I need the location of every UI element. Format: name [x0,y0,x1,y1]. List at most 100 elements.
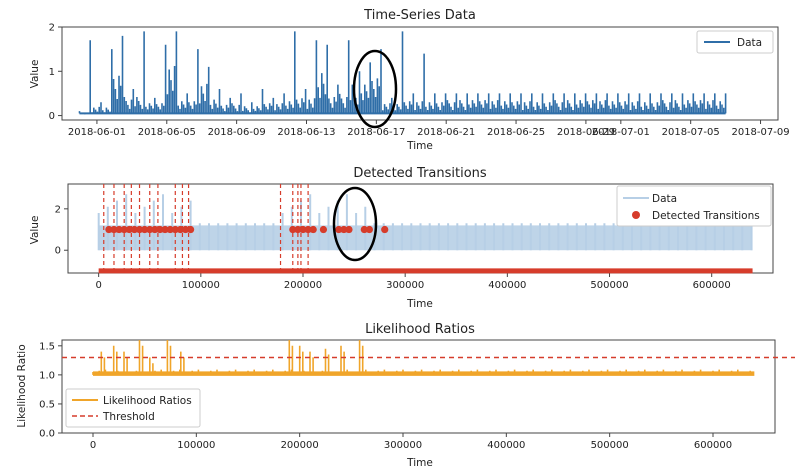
likelihood-ratios-panel: Likelihood Ratios Likelihood Ratio Time … [16,322,795,469]
ytick-label-3: 0.5 [39,399,55,410]
xtick-label-2: 200000 [284,280,322,291]
legend-2: Data Detected Transitions [616,185,772,227]
transition-point [181,225,190,234]
transition-point [187,225,195,234]
detected-transitions-panel: Detected Transitions Value Time 02 0 1000… [29,166,774,310]
ytick-label-1: 2 [49,23,55,34]
ytick-label-1: 1 [49,67,55,78]
transition-point [319,225,328,234]
legend-box-2 [616,185,772,227]
xtick-label-2: 600000 [693,280,731,291]
legend-label-threshold: Threshold [102,411,155,423]
transition-point [151,225,159,234]
plot-frame-1 [61,26,779,121]
xtick-label-1: 2018-06-01 [68,127,126,138]
transition-point [156,225,164,234]
ytick-label-2: 2 [55,204,61,215]
legend-marker-transitions [632,211,640,219]
legend-3: Likelihood Ratios Threshold [65,388,201,428]
annotation-ellipse-2 [332,186,378,262]
xticks-3: 0 100000 200000 300000 400000 500000 600000 [90,433,732,451]
ylabel-1: Value [29,60,41,89]
xtick-label-1: 2018-06-17 [347,127,405,138]
legend-label-data-1: Data [737,37,762,49]
xtick-label-2: 300000 [386,280,424,291]
xtick-label-1: 2018-06-09 [208,127,266,138]
xtick-label-3: 400000 [487,440,525,451]
transition-point [294,225,302,234]
transition-point [176,225,184,234]
legend-1: Data [696,30,774,54]
transition-point [120,225,128,234]
xlabel-2: Time [406,298,433,310]
xlabel-3: Time [406,457,433,469]
annotation-ellipse-1 [352,49,398,129]
xtick-label-2: 0 [95,280,101,291]
transition-point [110,225,118,234]
chart-title-transitions: Detected Transitions [353,166,487,181]
legend-box-1 [696,30,774,54]
transition-point [365,225,374,234]
yticks-3: 0.0 0.5 1.0 1.5 [39,341,62,440]
xtick-label-3: 100000 [177,440,215,451]
transition-point [166,225,174,234]
xtick-label-2: 100000 [182,280,220,291]
transition-point [309,225,317,234]
transition-point [130,225,139,234]
xticks-2: 0 100000 200000 300000 400000 500000 600000 [95,273,731,291]
transition-point [289,225,297,234]
xtick-label-1: 2018-06-05 [138,127,196,138]
legend-label-data-2: Data [652,193,677,205]
transition-point [299,225,307,234]
transition-point [125,225,133,234]
plot-frame-3 [61,339,776,434]
transition-point [105,225,113,234]
transition-point [335,225,343,234]
xtick-label-1: 2018-07-01 [592,127,650,138]
series-line-data [78,31,727,115]
likelihood-line [92,340,751,375]
transition-point [381,225,389,234]
transition-point [161,225,169,234]
yticks-1: 0 1 2 [49,23,62,122]
legend-box-3 [65,388,201,428]
series-data-2 [97,194,753,274]
xtick-label-1: 2018-06-13 [277,127,335,138]
yticks-2: 02 [55,204,68,257]
xtick-label-2: 500000 [590,280,628,291]
series-data-1 [78,31,727,115]
transition-point [345,225,353,234]
xtick-label-3: 0 [90,440,96,451]
xtick-label-1: 2018-06-29 [557,127,615,138]
xtick-label-1: 2018-06-25 [487,127,545,138]
transition-point [340,225,348,234]
transition-point [171,225,179,234]
ytick-label-2: 0 [55,246,61,257]
transition-point [135,225,144,234]
ytick-label-3: 1.0 [39,370,55,381]
xticks-1: 2018-06-01 2018-06-05 2018-06-09 2018-06-13… [68,120,790,138]
ylabel-3: Likelihood Ratio [16,344,28,427]
likelihood-band [93,371,755,376]
legend-label-transitions: Detected Transitions [652,210,760,222]
xtick-label-1: 2018-07-05 [662,127,720,138]
legend-label-likelihood: Likelihood Ratios [103,395,192,407]
xtick-label-3: 200000 [281,440,319,451]
ytick-label-3: 1.5 [39,341,55,352]
chart-title-time-series: Time-Series Data [363,8,476,23]
ylabel-2: Value [29,216,41,245]
chart-title-likelihood: Likelihood Ratios [365,322,475,337]
time-series-panel: Time-Series Data Value Time 0 1 2 2018-06-… [29,8,790,152]
data-band [98,225,753,251]
transition-point [146,225,154,234]
ytick-label-3: 0.0 [39,429,55,440]
xtick-label-3: 600000 [694,440,732,451]
xtick-label-1: 2018-07-09 [731,127,789,138]
xtick-label-2: 400000 [488,280,526,291]
transition-point [304,225,312,234]
xtick-label-3: 500000 [591,440,629,451]
transition-point [360,225,368,234]
xtick-label-1: 2018-06-21 [417,127,475,138]
transition-point [115,225,123,234]
series-likelihood [92,340,755,376]
